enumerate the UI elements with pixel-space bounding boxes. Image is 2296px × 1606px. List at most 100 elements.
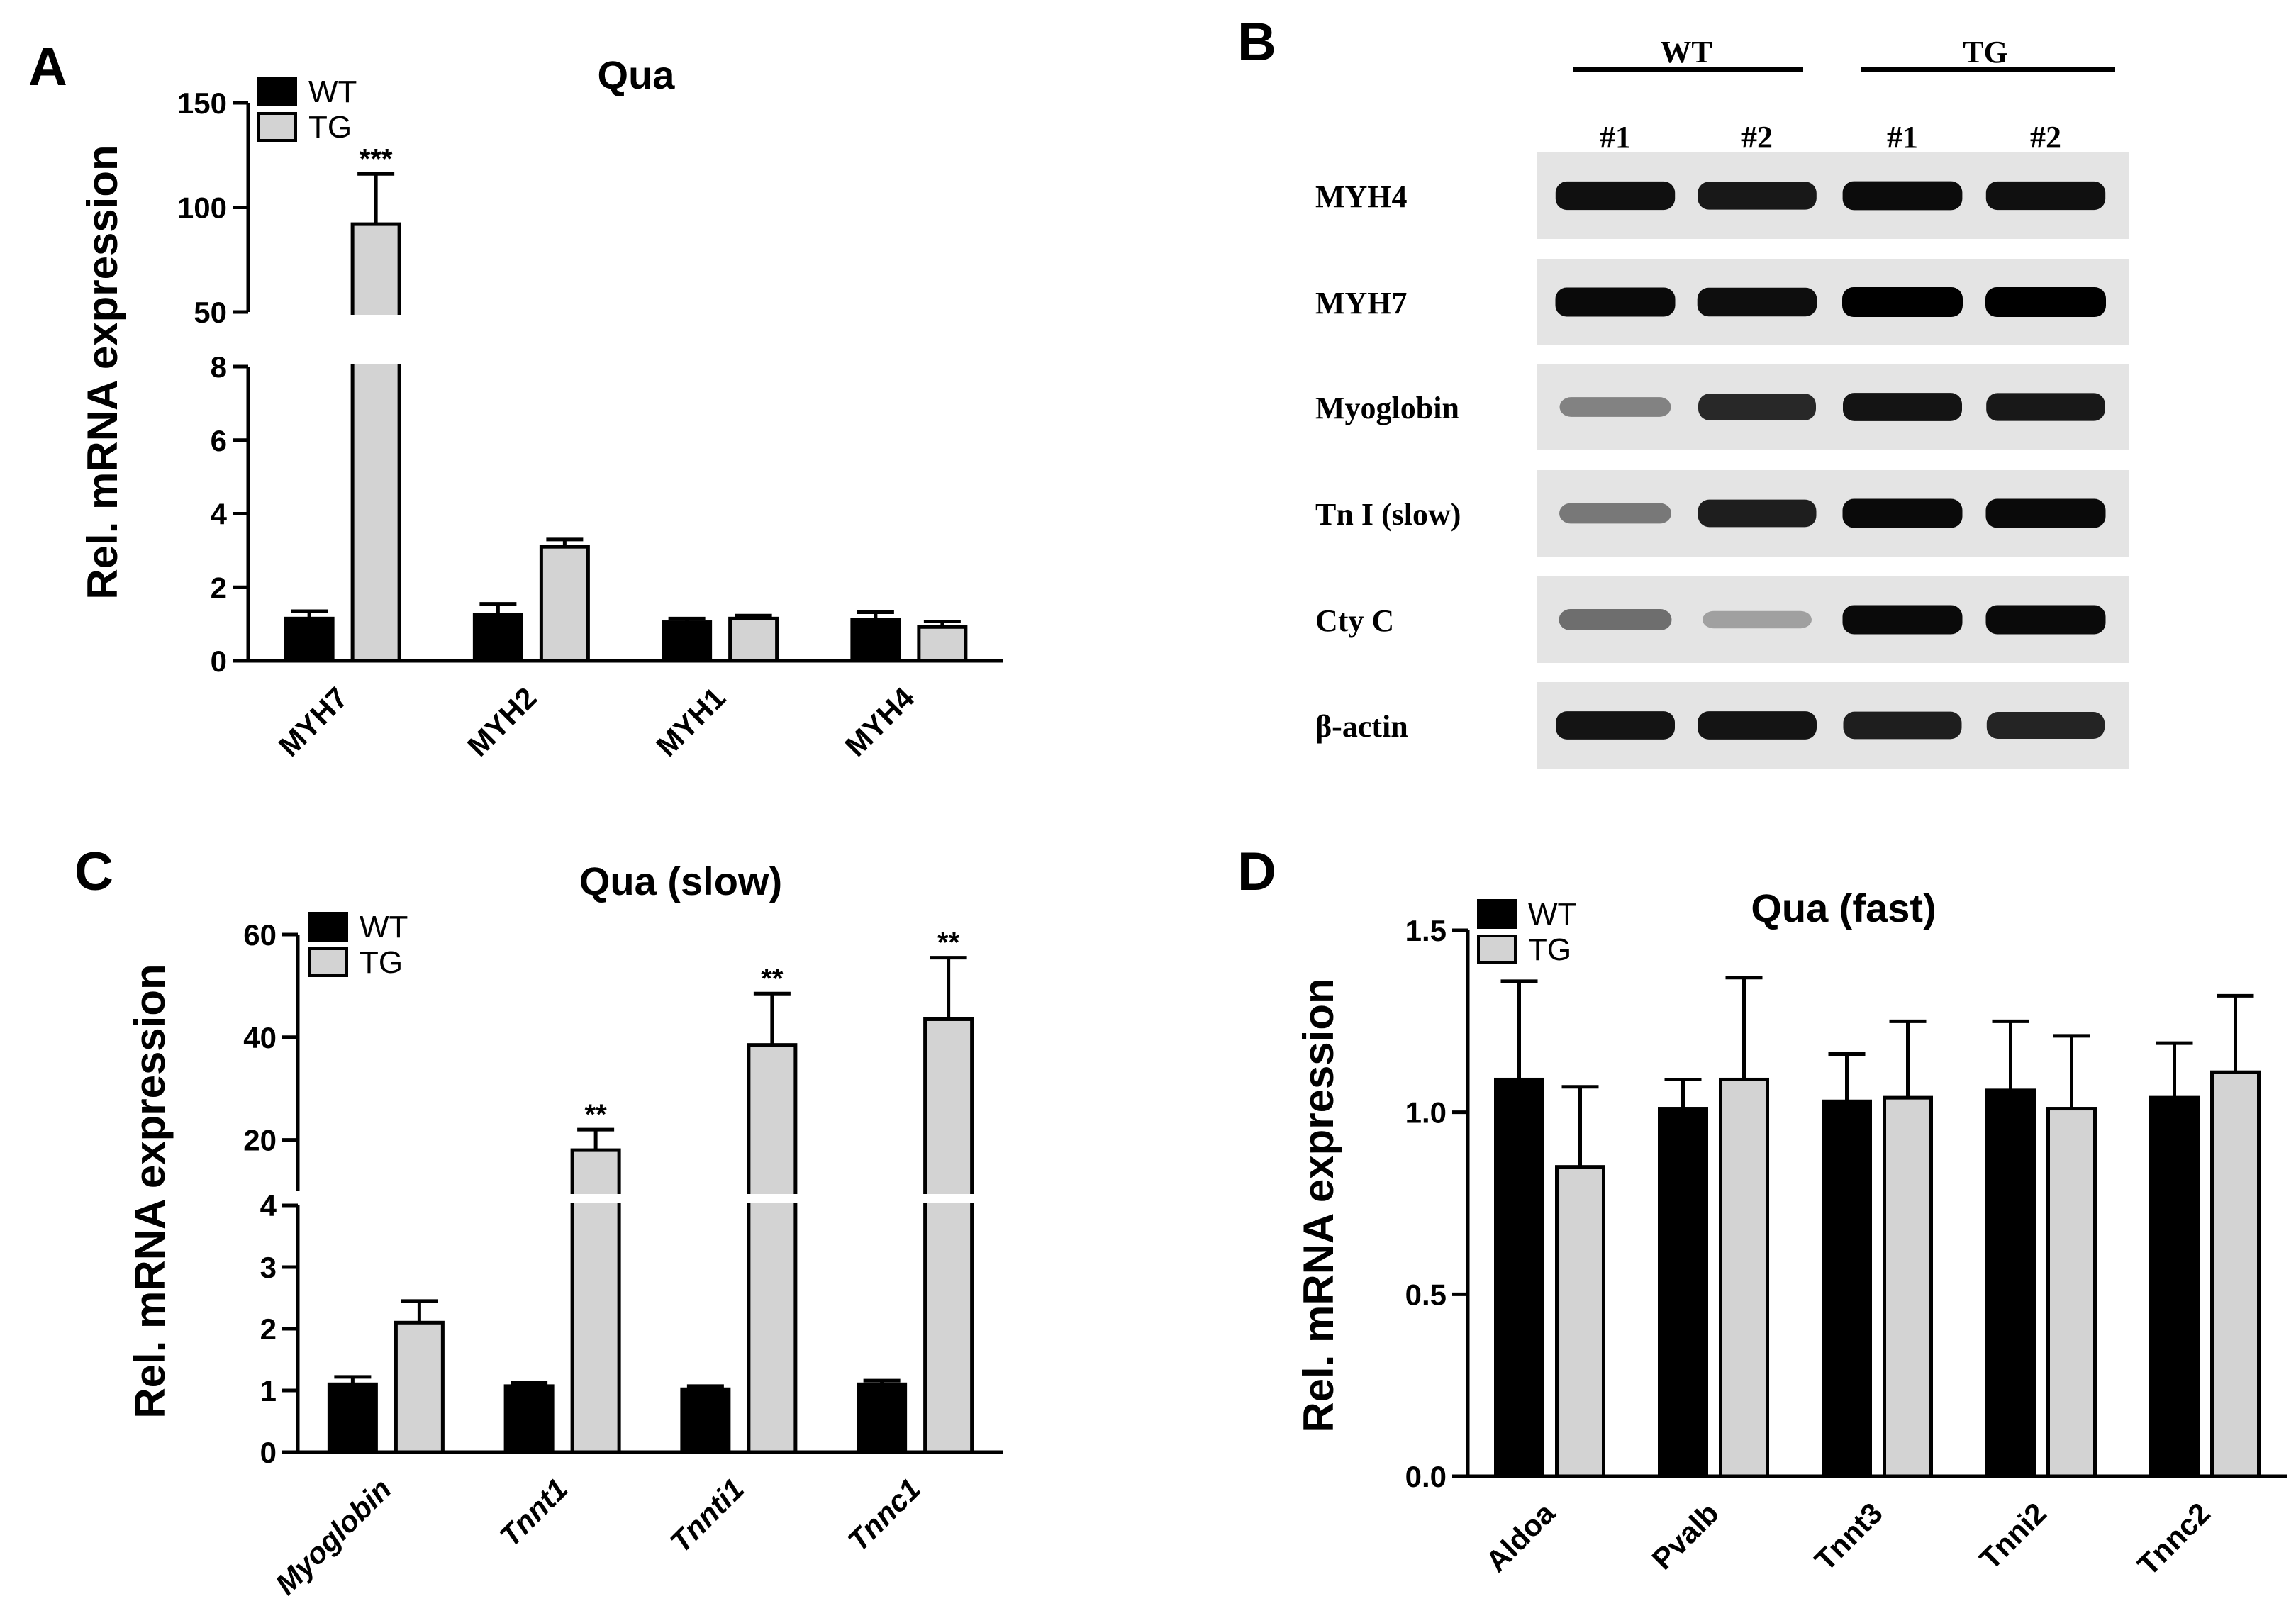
y-tick-label: 100 [177, 191, 227, 225]
group-label-tg: TG [1963, 35, 2008, 69]
blot-band [1555, 181, 1676, 211]
blot-row-label: MYH4 [1315, 179, 1408, 214]
y-tick-label: 8 [211, 350, 227, 384]
bar-wt [857, 1382, 908, 1454]
bar-tg [923, 1017, 974, 1454]
y-axis-label: Rel. mRNA expression [126, 964, 174, 1418]
chart-title: Qua (fast) [1751, 886, 1936, 930]
significance-stars: ** [937, 927, 960, 959]
y-tick-label: 3 [260, 1251, 277, 1284]
x-tick-label: Aldoa [1479, 1496, 1561, 1578]
blot-band [1985, 181, 2106, 211]
y-tick-label: 40 [243, 1021, 277, 1054]
legend-swatch-tg [257, 112, 297, 142]
bar-tg [1883, 1095, 1933, 1478]
bar-wt [680, 1387, 731, 1454]
x-tick-label: Tnnt3 [1808, 1496, 1889, 1577]
y-tick-label: 2 [211, 571, 227, 604]
panel-label-a: A [28, 37, 67, 97]
blot-band [1556, 711, 1675, 740]
bar-wt [662, 620, 713, 663]
blot-band [1559, 397, 1671, 417]
significance-stars: *** [360, 143, 393, 174]
group-label-wt: WT [1660, 35, 1712, 69]
x-tick-label: Tnnt1 [493, 1472, 574, 1553]
lane-label: #2 [1741, 120, 1773, 155]
legend-swatch-wt [308, 912, 348, 942]
panel-label-b: B [1237, 12, 1276, 72]
blot-band [1698, 182, 1817, 210]
y-tick-label: 2 [260, 1312, 277, 1346]
x-tick-label: Tnnti1 [664, 1472, 750, 1558]
blot-band [1559, 503, 1671, 524]
blot-band [1842, 181, 1963, 211]
lane-label: #1 [1600, 120, 1631, 155]
blot-band [1986, 711, 2105, 740]
x-tick-label: Tnnc2 [2131, 1496, 2217, 1582]
x-tick-label: Pvalb [1645, 1496, 1724, 1576]
bar-wt [1822, 1099, 1872, 1478]
chart-c: 0 1 2 3 4 20 40 60 Myoglobin ** Tnnt1 ** Tnnti1 ** Tnn… [126, 859, 1003, 1601]
x-tick-label: MYH2 [461, 681, 543, 763]
y-axis-label: Rel. mRNA expression [79, 145, 126, 599]
lane-label: #2 [2030, 120, 2061, 155]
bar-tg [2210, 1070, 2261, 1478]
blot-row-label: MYH7 [1315, 286, 1408, 320]
blot-band [1985, 287, 2106, 317]
significance-stars: ** [585, 1099, 608, 1130]
bar-wt [2149, 1095, 2200, 1478]
western-blot-b: WT TG #1 #2 #1 #2 MYH4 MYH7 Myoglobin Tn I (slow)… [1315, 35, 2129, 769]
legend-swatch-tg [308, 947, 348, 977]
y-tick-label: 20 [243, 1124, 277, 1157]
y-tick-label: 0 [211, 645, 227, 678]
y-axis-label: Rel. mRNA expression [1295, 978, 1342, 1432]
chart-title: Qua [598, 52, 676, 97]
blot-band [1559, 609, 1672, 630]
legend-label: TG [1528, 932, 1571, 967]
blot-band [1842, 498, 1963, 528]
x-tick-label: MYH4 [838, 681, 920, 763]
bar-tg [394, 1320, 445, 1454]
y-tick-label: 60 [243, 918, 277, 952]
blot-band [1697, 287, 1817, 317]
legend-swatch-tg [1477, 935, 1517, 964]
blot-band [1698, 711, 1817, 740]
x-tick-label: MYH7 [272, 681, 355, 763]
bar-tg [1555, 1165, 1605, 1478]
y-tick-label: 1.0 [1405, 1096, 1447, 1130]
legend-label: WT [308, 74, 357, 109]
y-tick-label: 4 [211, 498, 228, 531]
panel-label-d: D [1237, 842, 1276, 902]
axis-break-gap [227, 315, 1003, 364]
blot-row-label: β-actin [1315, 709, 1408, 744]
blot-band [1843, 711, 1962, 740]
bar-tg [1719, 1077, 1769, 1478]
legend-swatch-wt [257, 77, 297, 106]
blot-band [1985, 498, 2106, 528]
significance-stars: ** [761, 963, 784, 994]
legend-label: WT [1528, 897, 1576, 932]
blot-band [1843, 393, 1962, 421]
bar-wt [1658, 1107, 1708, 1478]
y-tick-label: 6 [211, 424, 227, 457]
y-tick-label: 0.0 [1405, 1460, 1447, 1493]
y-tick-label: 0.5 [1405, 1278, 1447, 1311]
bar-wt [1494, 1077, 1544, 1478]
axis-break-gap [277, 1194, 1003, 1203]
bar-wt [1985, 1088, 2036, 1478]
bar-tg [917, 625, 968, 663]
legend-label: TG [360, 945, 403, 980]
blot-band [1555, 287, 1676, 317]
blot-band [1842, 605, 1963, 635]
chart-title: Qua (slow) [579, 859, 782, 903]
blot-band [1698, 499, 1817, 528]
bar-wt [472, 613, 523, 663]
blot-row-label: Tn I (slow) [1315, 497, 1461, 532]
x-tick-label: Tnnc1 [841, 1472, 927, 1558]
x-tick-label: Tnni2 [1973, 1496, 2052, 1576]
bar-tg [2046, 1107, 2097, 1478]
y-tick-label: 50 [194, 296, 227, 329]
bar-wt [850, 618, 901, 663]
x-tick-label: MYH1 [650, 681, 732, 763]
